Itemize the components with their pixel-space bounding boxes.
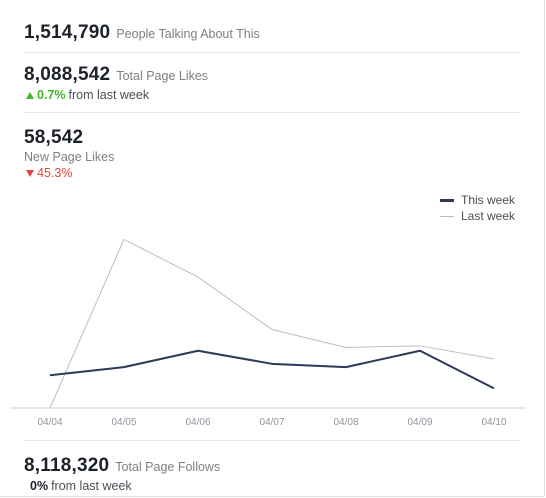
total-page-follows-change-suffix: from last week <box>51 479 132 493</box>
series-line-this-week <box>49 349 495 390</box>
x-tick-label: 04/10 <box>481 417 506 428</box>
total-page-likes-change-value: 0.7% <box>37 88 66 102</box>
total-page-follows-change-value: 0% <box>30 479 49 493</box>
total-page-likes-stat: 8,088,542 Total Page Likes 0.7% from las… <box>24 64 522 102</box>
x-tick-label: 04/04 <box>37 417 62 428</box>
arrow-up-icon <box>26 91 34 99</box>
total-page-likes-change-suffix: from last week <box>68 88 150 102</box>
legend-label-this-week: This week <box>461 193 516 207</box>
arrow-down-icon <box>26 169 34 177</box>
x-tick-label: 04/05 <box>111 417 136 428</box>
divider <box>24 52 520 53</box>
new-page-likes-value: 58,542 <box>24 127 84 148</box>
total-page-follows-stat: 8,118,320 Total Page Follows 0% from las… <box>24 455 522 493</box>
new-page-likes-label: New Page Likes <box>24 150 115 164</box>
total-page-follows-change: 0% from last week <box>24 479 522 493</box>
new-page-likes-stat: 58,542 New Page Likes 45.3% <box>24 127 522 180</box>
legend-swatch-last-week <box>440 215 454 217</box>
new-page-likes-change-value: 45.3% <box>37 166 73 180</box>
total-page-likes-change: 0.7% from last week <box>24 88 522 102</box>
series-line-last-week <box>49 238 495 409</box>
total-page-likes-label: Total Page Likes <box>116 69 209 83</box>
total-page-likes-value: 8,088,542 <box>24 64 111 85</box>
people-talking-stat: 1,514,790 People Talking About This <box>24 22 522 44</box>
x-tick-label: 04/06 <box>185 417 210 428</box>
new-page-likes-chart: 04/04 04/05 04/06 04/07 04/08 04/09 04/10 <box>10 238 526 428</box>
divider <box>24 440 520 441</box>
divider <box>24 112 520 113</box>
people-talking-value: 1,514,790 <box>24 22 111 43</box>
legend-item-last-week: Last week <box>440 209 515 223</box>
new-page-likes-change: 45.3% <box>24 166 522 180</box>
total-page-follows-label: Total Page Follows <box>115 460 221 474</box>
legend-label-last-week: Last week <box>461 209 516 223</box>
legend-item-this-week: This week <box>440 193 515 207</box>
x-tick-label: 04/07 <box>259 417 284 428</box>
x-tick-label: 04/08 <box>333 417 358 428</box>
total-page-follows-value: 8,118,320 <box>24 455 110 476</box>
people-talking-label: People Talking About This <box>116 27 260 41</box>
x-tick-label: 04/09 <box>407 417 432 428</box>
legend-swatch-this-week <box>440 198 454 202</box>
